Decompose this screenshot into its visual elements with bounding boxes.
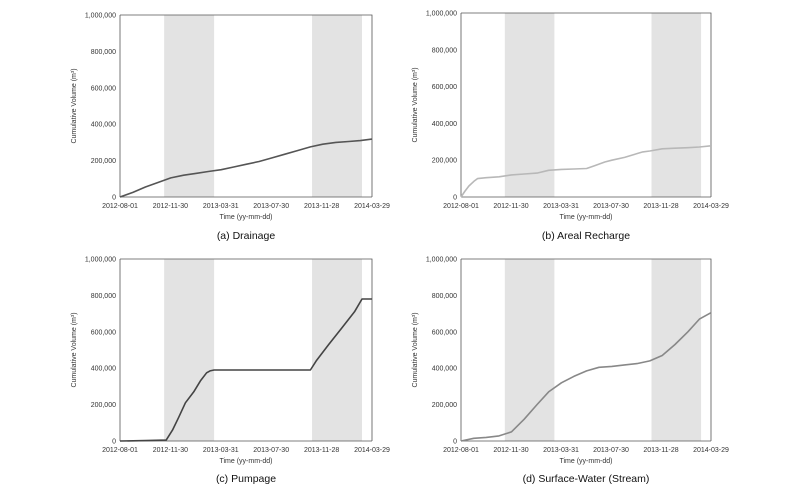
x-axis-label: Time (yy-mm-dd): [219, 458, 272, 465]
y-tick-label: 600,000: [432, 329, 457, 336]
y-axis-label: Cumulative Volume (m³): [412, 67, 419, 142]
y-tick-label: 1,000,000: [426, 257, 457, 264]
y-axis-label: Cumulative Volume (m³): [71, 68, 78, 143]
panel-caption: (c) Pumpage: [216, 473, 276, 485]
x-tick-label: 2013-03-31: [543, 203, 579, 210]
y-tick-label: 200,000: [432, 402, 457, 409]
y-tick-label: 600,000: [91, 329, 116, 336]
y-tick-label: 400,000: [91, 366, 116, 373]
panel-pumpage: 0 200,000 400,000 600,000 800,000 1,000,000 20…: [71, 257, 390, 486]
y-tick-label: 0: [453, 195, 457, 202]
x-tick-label: 2013-03-31: [543, 447, 579, 454]
x-tick-label: 2013-11-28: [643, 203, 678, 210]
y-tick-label: 600,000: [91, 85, 116, 92]
x-tick-label: 2012-11-30: [493, 447, 528, 454]
x-axis-label: Time (yy-mm-dd): [219, 214, 272, 221]
y-tick-label: 200,000: [91, 402, 116, 409]
shaded-period-0: [504, 259, 555, 441]
x-tick-label: 2013-07-30: [593, 203, 629, 210]
plot-frame: [461, 12, 712, 197]
panel-areal-recharge: 0 200,000 400,000 600,000 800,000 1,000,000 20…: [412, 11, 729, 243]
y-tick-label: 0: [112, 439, 116, 446]
series-line-0: [460, 311, 712, 442]
shaded-period-1: [651, 13, 702, 197]
plot-frame: [120, 258, 373, 441]
x-tick-label: 2014-03-29: [693, 447, 729, 454]
x-tick-label: 2013-07-30: [253, 203, 289, 210]
shaded-period-1: [312, 259, 363, 441]
y-tick-label: 1,000,000: [426, 11, 457, 18]
x-axis-label: Time (yy-mm-dd): [559, 458, 612, 465]
y-tick-label: 200,000: [432, 158, 457, 165]
shaded-period-1: [651, 259, 702, 441]
shaded-period-0: [504, 13, 555, 197]
shaded-period-0: [164, 259, 215, 441]
y-tick-label: 400,000: [432, 121, 457, 128]
shaded-period-1: [312, 15, 363, 197]
y-tick-label: 400,000: [432, 366, 457, 373]
x-tick-label: 2012-08-01: [443, 203, 479, 210]
y-tick-label: 800,000: [432, 47, 457, 54]
y-tick-label: 200,000: [91, 158, 116, 165]
x-tick-label: 2014-03-29: [354, 447, 390, 454]
y-tick-label: 600,000: [432, 84, 457, 91]
x-axis-label: Time (yy-mm-dd): [559, 214, 612, 221]
series-line-0: [119, 138, 373, 198]
x-tick-label: 2013-11-28: [643, 447, 678, 454]
y-tick-label: 0: [112, 195, 116, 202]
panel-caption: (b) Areal Recharge: [542, 230, 630, 242]
x-tick-label: 2014-03-29: [693, 203, 729, 210]
y-tick-label: 800,000: [91, 49, 116, 56]
x-tick-label: 2012-11-30: [153, 203, 188, 210]
x-tick-label: 2013-07-30: [593, 447, 629, 454]
x-tick-label: 2012-11-30: [153, 447, 188, 454]
x-tick-label: 2013-03-31: [203, 447, 239, 454]
panel-caption: (a) Drainage: [217, 230, 276, 242]
panel-drainage: 0 200,000 400,000 600,000 800,000 1,000,000 20…: [71, 13, 390, 243]
x-tick-label: 2014-03-29: [354, 203, 390, 210]
x-tick-label: 2013-11-28: [304, 203, 339, 210]
y-tick-label: 0: [453, 439, 457, 446]
plot-frame: [120, 14, 373, 197]
y-tick-label: 1,000,000: [85, 257, 116, 264]
shaded-period-0: [164, 15, 215, 197]
panel-caption: (d) Surface-Water (Stream): [523, 473, 650, 485]
series-line-0: [460, 145, 712, 198]
panel-surface-water: 0 200,000 400,000 600,000 800,000 1,000,000 20…: [412, 257, 729, 486]
y-tick-label: 800,000: [432, 293, 457, 300]
x-tick-label: 2013-03-31: [203, 203, 239, 210]
y-axis-label: Cumulative Volume (m³): [412, 312, 419, 387]
y-tick-label: 400,000: [91, 122, 116, 129]
x-tick-label: 2013-11-28: [304, 447, 339, 454]
y-axis-label: Cumulative Volume (m³): [71, 312, 78, 387]
x-tick-label: 2012-11-30: [493, 203, 528, 210]
x-tick-label: 2013-07-30: [253, 447, 289, 454]
y-tick-label: 1,000,000: [85, 13, 116, 20]
x-tick-label: 2012-08-01: [102, 447, 138, 454]
series-line-0: [119, 298, 372, 442]
plot-frame: [461, 258, 712, 441]
x-tick-label: 2012-08-01: [102, 203, 138, 210]
y-tick-label: 800,000: [91, 293, 116, 300]
x-tick-label: 2012-08-01: [443, 447, 479, 454]
